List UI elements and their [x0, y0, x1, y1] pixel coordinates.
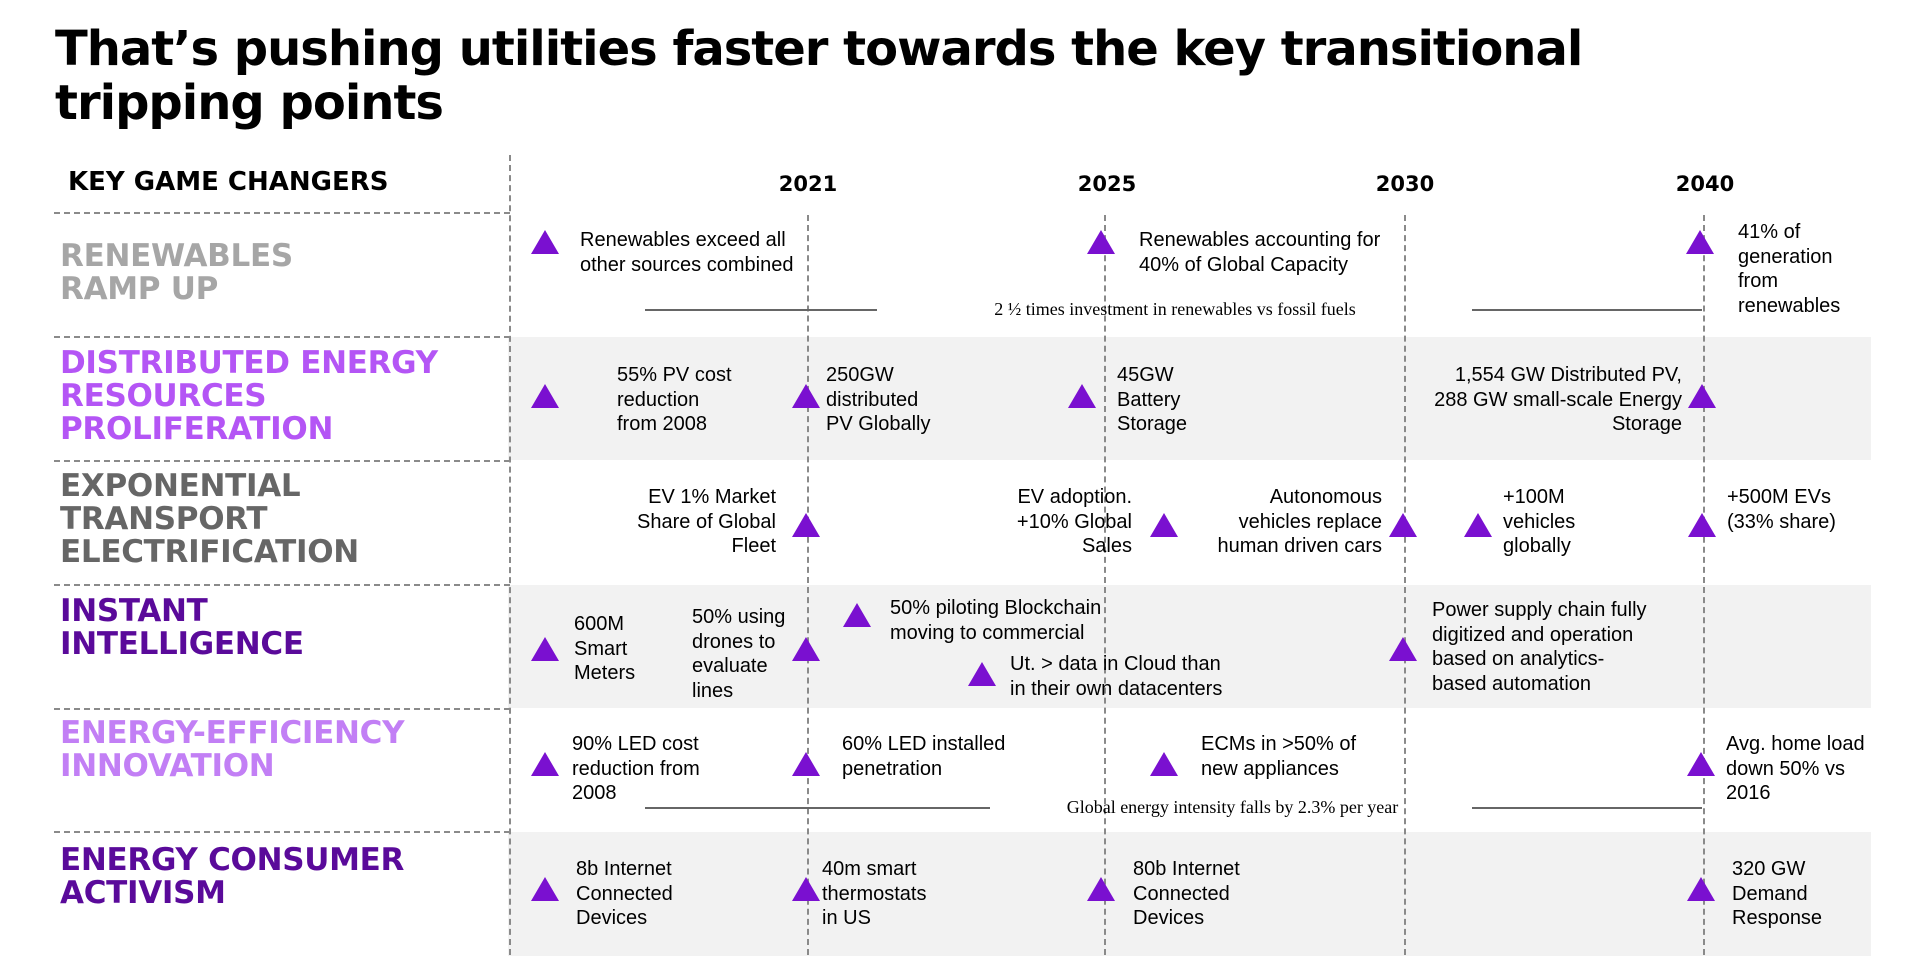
milestone-triangle-icon	[792, 513, 820, 537]
span-line-text: 2 ½ times investment in renewables vs fo…	[994, 299, 1356, 319]
milestone-label: Avg. home load down 50% vs 2016	[1726, 733, 1865, 804]
milestone-triangle-icon	[531, 637, 559, 661]
milestone-triangle-icon	[792, 877, 820, 901]
title-line-1: That’s pushing utilities faster towards …	[55, 21, 1583, 77]
year-2025: 2025	[1077, 172, 1137, 196]
milestone-triangle-icon	[792, 752, 820, 776]
milestone-label: 50% using drones to evaluate lines	[692, 606, 786, 702]
milestone-triangle-icon	[531, 752, 559, 776]
milestone-label: 250GW distributed PV Globally	[826, 364, 931, 435]
span-line	[645, 807, 990, 809]
year-2021: 2021	[778, 172, 838, 196]
separator	[54, 212, 510, 214]
category-distributed-energy: DISTRIBUTED ENERGY RESOURCES PROLIFERATION	[60, 345, 438, 447]
milestone-label: 60% LED installed penetration	[842, 733, 1006, 780]
span-line	[645, 309, 877, 311]
milestone-label: 1,554 GW Distributed PV, 288 GW small-sca…	[1434, 364, 1682, 435]
milestone-label: Ut. > data in Cloud than in their own dat…	[1010, 653, 1223, 700]
band-der	[508, 337, 1871, 460]
milestone-triangle-icon	[1068, 384, 1096, 408]
milestone-label: 41% of generation from renewables	[1738, 221, 1841, 317]
category-renewables: RENEWABLES RAMP UP	[60, 238, 293, 307]
milestone-label: ECMs in >50% of new appliances	[1201, 733, 1357, 780]
page-title: That’s pushing utilities faster towards …	[55, 22, 1835, 130]
milestone-label: Renewables exceed all other sources combi…	[580, 229, 794, 276]
milestone-triangle-icon	[1087, 877, 1115, 901]
milestone-label: 90% LED cost reduction from 2008	[572, 733, 700, 804]
milestone-label: Renewables accounting for 40% of Global C…	[1139, 229, 1381, 276]
milestone-triangle-icon	[1687, 877, 1715, 901]
span-line	[1472, 309, 1702, 311]
span-line	[1472, 807, 1702, 809]
milestone-triangle-icon	[792, 384, 820, 408]
milestone-triangle-icon	[1150, 513, 1178, 537]
milestone-triangle-icon	[1688, 513, 1716, 537]
year-line-2025	[1104, 215, 1106, 955]
left-divider	[509, 155, 511, 955]
milestone-triangle-icon	[1087, 230, 1115, 254]
separator	[54, 336, 510, 338]
milestone-label: 600M Smart Meters	[574, 613, 636, 684]
span-line-text: Global energy intensity falls by 2.3% pe…	[1066, 797, 1399, 817]
separator	[54, 831, 510, 833]
category-consumer-activism: ENERGY CONSUMER ACTIVISM	[60, 842, 405, 911]
milestone-label: +100M vehicles globally	[1503, 486, 1576, 557]
milestone-triangle-icon	[531, 384, 559, 408]
separator	[54, 460, 510, 462]
milestone-label: 80b Internet Connected Devices	[1133, 858, 1240, 929]
year-line-2040	[1703, 215, 1705, 955]
milestone-triangle-icon	[1687, 752, 1715, 776]
milestone-triangle-icon	[843, 603, 871, 627]
band-intelligence	[508, 585, 1871, 708]
milestone-triangle-icon	[1688, 384, 1716, 408]
milestone-triangle-icon	[792, 637, 820, 661]
milestone-label: Power supply chain fully digitized and op…	[1432, 599, 1647, 695]
milestone-triangle-icon	[1389, 637, 1417, 661]
category-instant-intelligence: INSTANT INTELLIGENCE	[60, 593, 304, 662]
year-2040: 2040	[1675, 172, 1735, 196]
separator	[54, 708, 510, 710]
milestone-label: EV adoption. +10% Global Sales	[1016, 486, 1132, 557]
milestone-triangle-icon	[968, 662, 996, 686]
milestone-label: 55% PV cost reduction from 2008	[617, 364, 732, 435]
category-energy-efficiency: ENERGY-EFFICIENCY INNOVATION	[60, 715, 405, 784]
milestone-label: +500M EVs (33% share)	[1727, 486, 1836, 533]
milestone-triangle-icon	[531, 877, 559, 901]
separator	[54, 584, 510, 586]
milestone-label: 40m smart thermostats in US	[822, 858, 927, 929]
milestone-triangle-icon	[1464, 513, 1492, 537]
year-line-2021	[807, 215, 809, 955]
milestone-label: Autonomous vehicles replace human driven c…	[1217, 486, 1382, 557]
band-activism	[508, 832, 1871, 956]
year-2030: 2030	[1375, 172, 1435, 196]
category-transport: EXPONENTIAL TRANSPORT ELECTRIFICATION	[60, 468, 359, 570]
milestone-label: 320 GW Demand Response	[1732, 858, 1823, 929]
milestone-triangle-icon	[1389, 513, 1417, 537]
year-line-2030	[1404, 215, 1406, 955]
milestone-triangle-icon	[1150, 752, 1178, 776]
milestone-triangle-icon	[1686, 230, 1714, 254]
milestone-label: 8b Internet Connected Devices	[576, 858, 673, 929]
milestone-triangle-icon	[531, 230, 559, 254]
milestone-label: 45GW Battery Storage	[1117, 364, 1188, 435]
milestone-label: 50% piloting Blockchain moving to commerc…	[890, 597, 1102, 644]
key-game-changers-header: KEY GAME CHANGERS	[68, 167, 389, 197]
title-line-2: tripping points	[55, 75, 444, 131]
milestone-label: EV 1% Market Share of Global Fleet	[637, 486, 776, 557]
